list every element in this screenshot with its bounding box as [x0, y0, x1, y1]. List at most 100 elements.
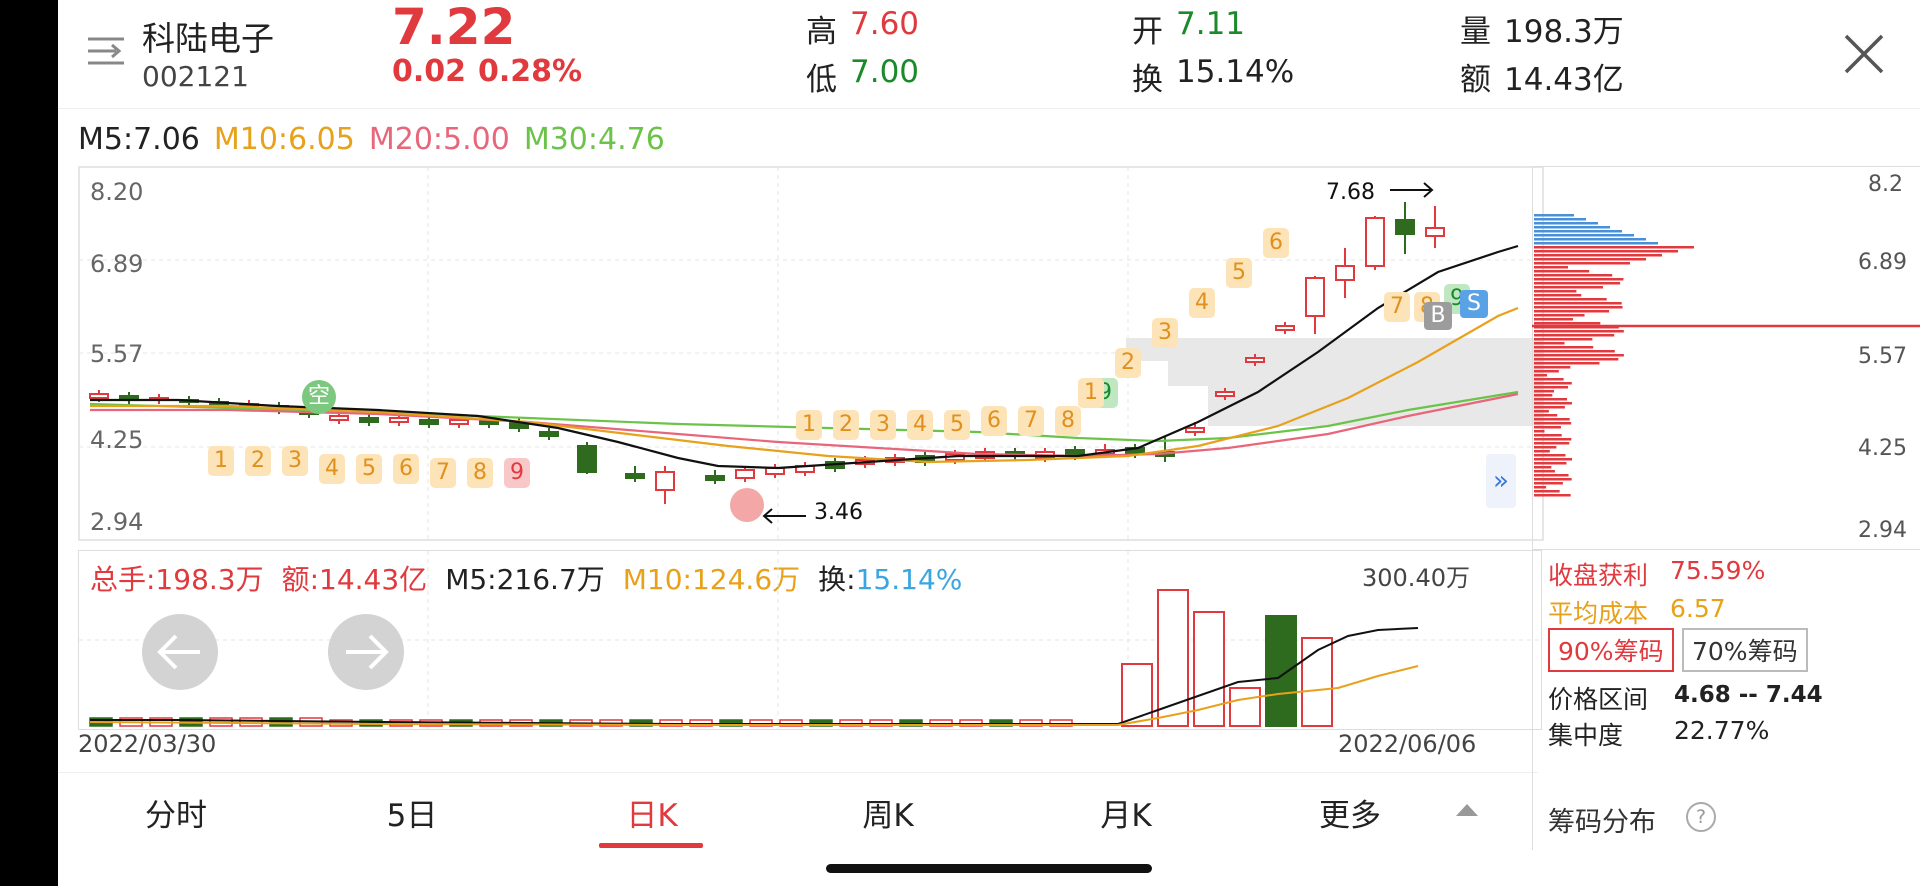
home-indicator[interactable] — [826, 864, 1152, 873]
tab-intraday[interactable]: 分时 — [145, 798, 207, 834]
chip-bar — [1534, 378, 1564, 381]
tab-5day[interactable]: 5日 — [386, 798, 438, 834]
volume-ma5-line — [90, 627, 1419, 725]
chip-bar — [1534, 362, 1600, 365]
high-value: 7.60 — [850, 6, 920, 42]
chip-bar — [1534, 406, 1565, 409]
candle — [1395, 219, 1415, 235]
chip-bar — [1534, 278, 1624, 281]
close-icon[interactable] — [1842, 32, 1886, 76]
volume-panel-border — [78, 550, 1542, 730]
price-tick-5: 2.94 — [90, 508, 143, 536]
chip-bar — [1534, 282, 1621, 285]
candle — [419, 419, 439, 425]
tab-weekly-k[interactable]: 周K — [862, 798, 914, 834]
chip-bar — [1534, 486, 1547, 489]
chip-bar — [1534, 422, 1572, 425]
chip-bar — [1534, 258, 1646, 261]
chip-bar — [1534, 298, 1607, 301]
avg-cost-value: 6.57 — [1670, 594, 1726, 623]
candle — [329, 415, 349, 421]
chip-bar — [1534, 458, 1572, 461]
chip-bar — [1534, 322, 1601, 325]
chip-bar — [1534, 270, 1590, 273]
chip-bar — [1534, 246, 1694, 249]
candle — [1335, 265, 1355, 281]
header-divider — [58, 108, 1920, 109]
candle — [1305, 277, 1325, 317]
chip-tick-5: 2.94 — [1858, 518, 1907, 543]
chip-bar — [1534, 442, 1570, 445]
profit-value: 75.59% — [1670, 556, 1766, 585]
help-icon[interactable]: ? — [1686, 802, 1716, 832]
menu-icon[interactable] — [86, 34, 126, 68]
chip-bar — [1534, 358, 1619, 361]
kline-chart[interactable]: 8.20 6.89 5.57 4.25 2.94 — [78, 166, 1544, 542]
tab-monthly-k[interactable]: 月K — [1100, 798, 1152, 834]
volume-value: 198.3万 — [1504, 14, 1624, 50]
chip90-button[interactable]: 90%筹码 — [1548, 628, 1674, 672]
chip-bar — [1534, 410, 1549, 413]
high-label: 高 — [806, 14, 837, 50]
chip-bar — [1534, 274, 1613, 277]
stock-detail-screen: 科陆电子 002121 7.22 0.02 0.28% 高 7.60 低 7.0… — [58, 0, 1920, 886]
chip-bar — [1534, 238, 1646, 241]
ma5-legend: M5:7.06 — [78, 122, 200, 157]
chip-bar — [1534, 418, 1570, 421]
chip-bar — [1534, 250, 1678, 253]
chip-bar — [1534, 310, 1610, 313]
candle — [1275, 325, 1295, 331]
chip-bar — [1534, 286, 1604, 289]
arrow-right-icon — [346, 634, 389, 670]
candle — [705, 475, 725, 481]
price-tick-4: 4.25 — [90, 426, 143, 454]
chip-bar — [1534, 386, 1569, 389]
total-volume: 总手:198.3万 — [90, 563, 264, 596]
tab-more[interactable]: 更多 — [1319, 798, 1381, 834]
arrow-left-icon — [157, 634, 200, 670]
chip-bar — [1534, 294, 1582, 297]
scroll-right-button[interactable] — [328, 614, 404, 690]
turnover-label: 换 — [1132, 62, 1163, 98]
candle — [1215, 391, 1235, 397]
tab-daily-k[interactable]: 日K — [626, 798, 678, 834]
chip-bar — [1534, 450, 1550, 453]
candle — [449, 419, 469, 425]
chip-bar — [1534, 482, 1563, 485]
concentration-value: 22.77% — [1674, 716, 1770, 745]
volume-bar — [239, 717, 263, 727]
chip70-button[interactable]: 70%筹码 — [1682, 628, 1808, 672]
volume-label: 量 — [1460, 14, 1491, 50]
expand-panel-button[interactable]: » — [1486, 454, 1516, 508]
chip-bar — [1534, 350, 1615, 353]
chip-bar — [1534, 290, 1577, 293]
chip-bar — [1534, 438, 1572, 441]
candle — [625, 473, 645, 479]
chip-dist-title: 筹码分布 — [1548, 807, 1656, 838]
volume-bar — [1121, 663, 1153, 727]
kong-badge: 空 — [302, 380, 336, 414]
candle — [1365, 217, 1385, 267]
chip-bar — [1534, 470, 1555, 473]
price-change: 0.02 — [392, 54, 467, 89]
price-tick-3: 5.57 — [90, 340, 143, 368]
chip-bar — [1534, 466, 1552, 469]
volume-ma5: M5:216.7万 — [445, 563, 605, 596]
chip-bar — [1534, 434, 1562, 437]
chip-bar — [1534, 390, 1555, 393]
chip-bar — [1534, 230, 1622, 233]
chip-bar — [1534, 382, 1572, 385]
scroll-left-button[interactable] — [142, 614, 218, 690]
s-badge: S — [1460, 290, 1488, 318]
chip-bar — [1534, 446, 1557, 449]
ma20-legend: M20:5.00 — [368, 122, 510, 157]
low-value: 7.00 — [850, 54, 920, 90]
chip-bar — [1534, 426, 1561, 429]
turnover-legend-value: 15.14% — [855, 563, 963, 596]
caret-up-icon[interactable] — [1456, 804, 1478, 816]
chip-bar — [1534, 474, 1569, 477]
candle — [359, 417, 379, 423]
chip-bar — [1534, 346, 1594, 349]
turnover-value: 15.14% — [1176, 54, 1295, 90]
low-marker: 3.46 — [814, 500, 863, 525]
